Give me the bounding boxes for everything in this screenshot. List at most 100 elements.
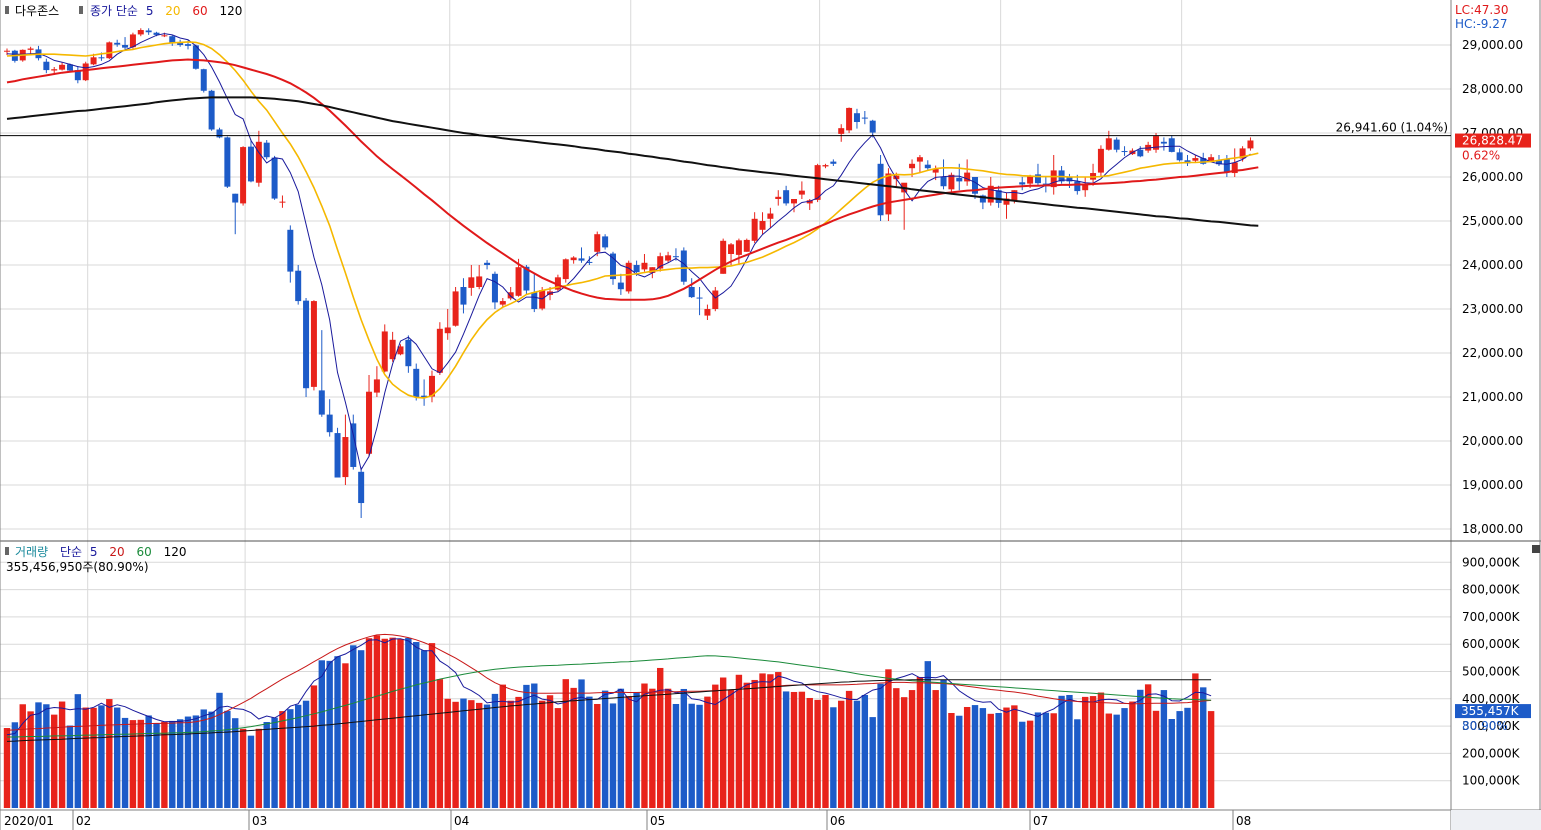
volume-bar [255,728,263,808]
volume-tick-label: 600,000K [1462,637,1521,651]
volume-tick-label: 800,000K [1462,583,1521,597]
current-volume-badge: 355,457K [1461,704,1520,718]
volume-bar [357,650,365,808]
candle-body [350,423,357,467]
candle-body [1231,162,1238,174]
candle-body [783,190,790,204]
candle-body [1121,151,1128,153]
candle-body [1082,184,1089,191]
candle-body [279,201,286,203]
volume-tick-label: 200,000K [1462,746,1521,760]
candle-body [224,137,231,187]
axes: 29,000.0028,000.0027,000.0026,000.0025,0… [4,38,1523,830]
volume-bar [1042,712,1050,808]
candle-body [570,257,577,261]
candle-body [153,32,160,35]
candle-body [869,120,876,133]
volume-bar [137,719,144,808]
volume-bar [814,699,821,808]
candle-body [956,177,963,182]
candle-body [452,291,459,326]
volume-bar [452,701,459,808]
candle-body [916,157,923,162]
candle-body [1097,148,1104,173]
candle-body [1176,152,1183,161]
price-ma-legend-label: 종가 단순 [90,4,138,18]
price-tick-label: 25,000.00 [1462,214,1523,228]
volume-bar [176,719,184,808]
volume-bar [696,704,703,808]
volume-bar [200,709,207,808]
candle-body [82,63,89,81]
hc-label: HC:-9.27 [1455,17,1508,31]
volume-ma-line [7,655,1212,738]
candle-body [853,113,860,122]
volume-bar [1105,713,1112,808]
candle-body [413,368,420,397]
volume-ma5-label: 5 [90,545,98,559]
volume-bar [1058,695,1065,808]
volume-bar [830,707,837,808]
candle-body [1050,170,1057,188]
volume-bar [169,720,176,808]
volume-bar [838,700,845,808]
price-ma120-label: 120 [220,4,243,18]
volume-bar [853,700,861,808]
volume-bar [1089,696,1097,808]
lc-label: LC:47.30 [1455,3,1508,17]
volume-ma-line [6,633,1212,731]
candle-body [499,301,506,305]
volume-bar [113,707,121,808]
volume-bar [885,669,892,808]
volume-ma-label: 단순 [60,545,82,559]
price-tick-label: 18,000.00 [1462,522,1523,536]
volume-bar [546,695,554,808]
volume-bar [1050,713,1057,808]
volume-bar [617,688,625,808]
candle-body [247,146,254,182]
volume-bar [428,643,436,808]
volume-plot-area [3,633,1215,808]
volume-bar [515,696,522,808]
panel-close-icon[interactable] [1532,545,1540,553]
reference-price-label: 26,941.60 (1.04%) [1336,121,1448,135]
volume-bar [98,705,105,808]
candle-body [688,287,695,298]
volume-bar [247,735,255,808]
price-ma-line [6,96,1259,227]
candle-body [531,292,538,309]
volume-bar [1168,719,1175,808]
volume-bar [1160,690,1168,808]
price-tick-label: 20,000.00 [1462,434,1523,448]
volume-bar [468,700,475,808]
volume-bar [365,638,373,808]
volume-ma120-label: 120 [164,545,187,559]
candle-body [200,69,207,91]
candle-body [185,44,192,46]
candle-body [177,42,184,45]
candle-body [129,34,136,48]
volume-bar [798,691,806,808]
candle-body [1042,183,1049,185]
volume-bar [680,688,688,808]
volume-tick-label: 500,000K [1462,665,1521,679]
candle-body [1011,190,1018,202]
volume-bar [106,699,113,808]
volume-bar [66,725,74,808]
volume-bar [570,687,577,808]
candle-body [523,266,530,291]
volume-ma20-label: 20 [109,545,124,559]
price-ma-legend: 종가 단순 5 20 60 120 [90,4,242,18]
volume-bar [1200,687,1207,808]
candle-body [460,287,467,305]
candle-body [208,90,215,130]
x-axis-label: 05 [650,814,665,828]
candle-body [838,128,845,134]
x-axis-label: 08 [1236,814,1251,828]
price-ma-line [6,41,1259,399]
volume-title: 거래량 [15,545,48,559]
volume-bar [145,715,152,808]
symbol-label: 다우존스 [15,4,59,18]
current-volume-text: 355,456,950주(80.90%) [6,560,149,574]
candle-body [964,172,971,182]
